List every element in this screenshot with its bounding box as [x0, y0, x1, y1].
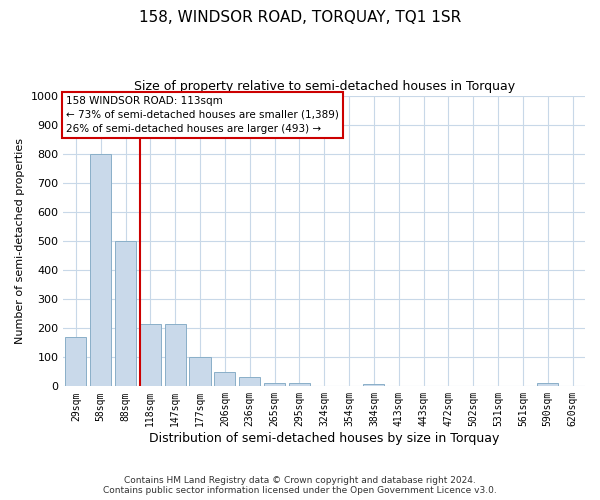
Bar — [115, 241, 136, 386]
Bar — [239, 377, 260, 386]
Bar — [140, 324, 161, 386]
Bar — [65, 337, 86, 386]
Y-axis label: Number of semi-detached properties: Number of semi-detached properties — [15, 138, 25, 344]
Bar — [264, 383, 285, 386]
Bar — [190, 358, 211, 386]
Text: Contains HM Land Registry data © Crown copyright and database right 2024.
Contai: Contains HM Land Registry data © Crown c… — [103, 476, 497, 495]
Bar — [364, 384, 385, 386]
Text: 158, WINDSOR ROAD, TORQUAY, TQ1 1SR: 158, WINDSOR ROAD, TORQUAY, TQ1 1SR — [139, 10, 461, 25]
Bar — [537, 384, 558, 386]
Bar — [214, 372, 235, 386]
Title: Size of property relative to semi-detached houses in Torquay: Size of property relative to semi-detach… — [134, 80, 515, 93]
X-axis label: Distribution of semi-detached houses by size in Torquay: Distribution of semi-detached houses by … — [149, 432, 499, 445]
Bar — [289, 384, 310, 386]
Bar — [90, 154, 111, 386]
Bar — [164, 324, 186, 386]
Text: 158 WINDSOR ROAD: 113sqm
← 73% of semi-detached houses are smaller (1,389)
26% o: 158 WINDSOR ROAD: 113sqm ← 73% of semi-d… — [66, 96, 339, 134]
